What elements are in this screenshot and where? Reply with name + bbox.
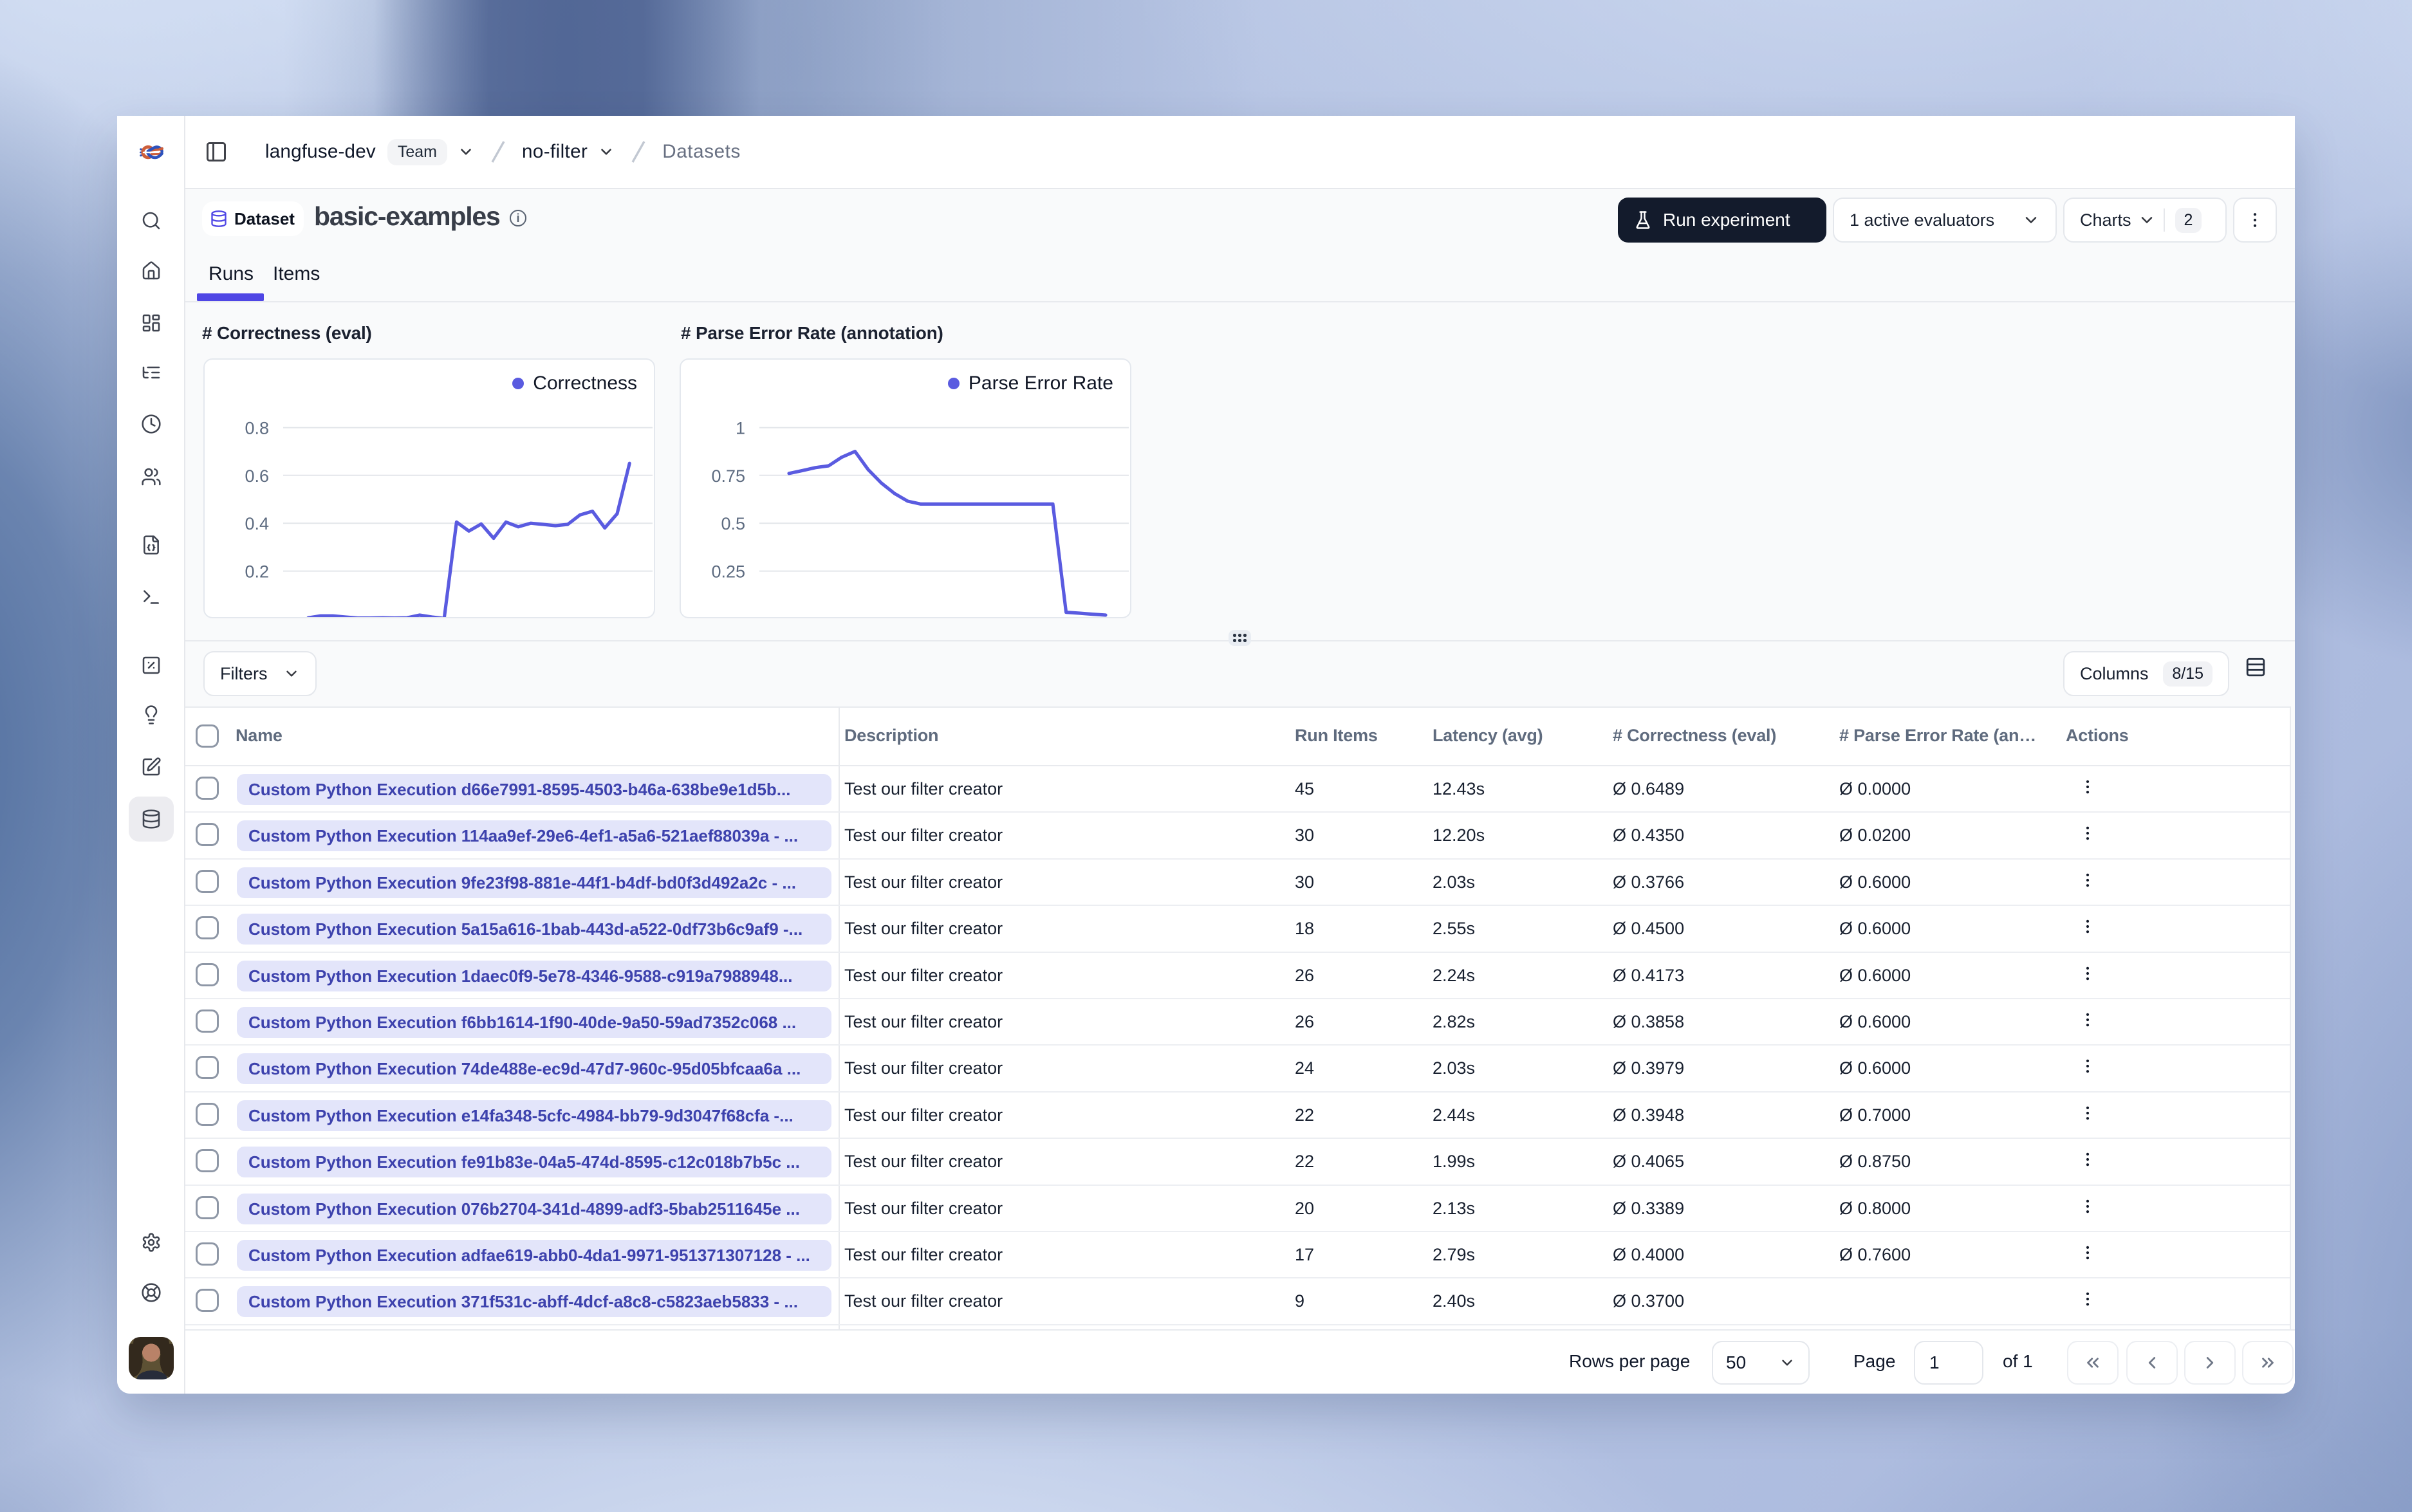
svg-text:0.6: 0.6 — [245, 466, 269, 486]
svg-text:0.2: 0.2 — [245, 562, 269, 582]
svg-text:1: 1 — [736, 419, 745, 438]
svg-text:0.75: 0.75 — [711, 466, 745, 486]
svg-text:0.25: 0.25 — [711, 562, 745, 582]
svg-text:0.5: 0.5 — [721, 514, 745, 533]
svg-text:0.8: 0.8 — [245, 419, 269, 438]
svg-text:0.4: 0.4 — [245, 514, 269, 533]
